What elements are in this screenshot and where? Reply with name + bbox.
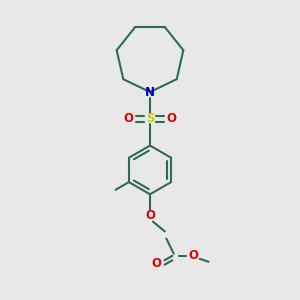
Text: O: O: [188, 249, 198, 262]
Text: O: O: [167, 112, 176, 125]
Text: O: O: [152, 257, 162, 270]
Text: S: S: [146, 112, 154, 125]
Text: N: N: [145, 85, 155, 98]
Text: O: O: [145, 209, 155, 222]
Text: O: O: [124, 112, 134, 125]
